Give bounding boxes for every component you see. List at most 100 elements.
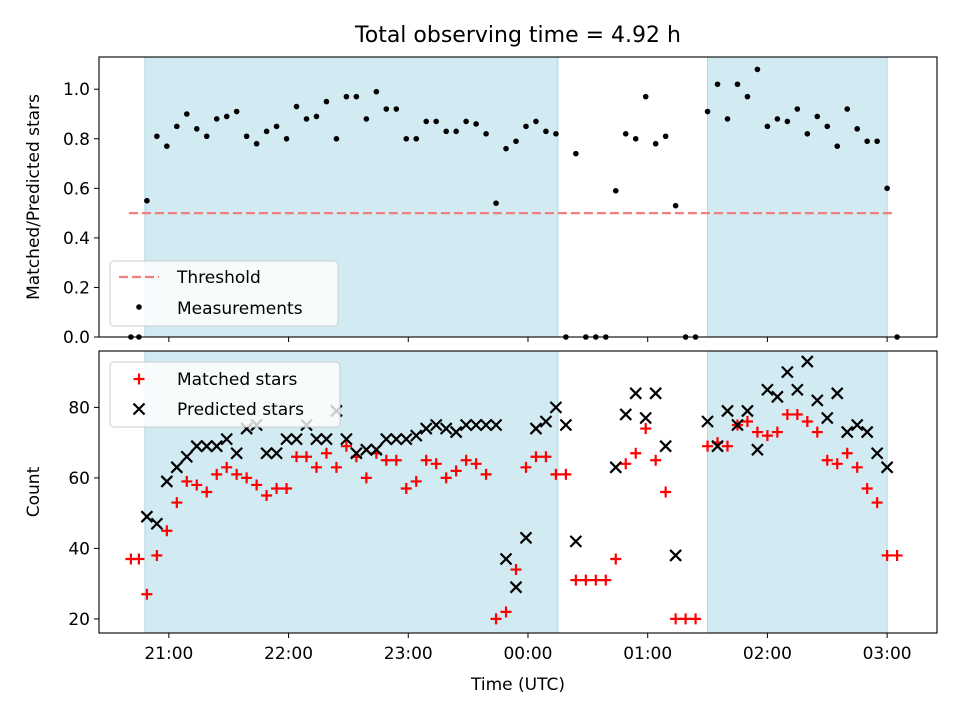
predicted-star-point bbox=[280, 432, 293, 446]
matched-star-point bbox=[881, 549, 893, 561]
matched-star-point bbox=[191, 479, 203, 491]
predicted-star-point bbox=[609, 461, 623, 474]
measurement-point bbox=[353, 93, 360, 100]
measurement-point bbox=[612, 188, 619, 194]
measurement-point bbox=[844, 106, 851, 112]
predicted-star-point bbox=[751, 443, 764, 456]
measurement-point bbox=[884, 185, 890, 192]
matched-star-point bbox=[251, 479, 263, 491]
predicted-star-point bbox=[529, 422, 543, 435]
legend-predicted-swatch bbox=[132, 402, 146, 416]
predicted-star-point bbox=[220, 432, 233, 446]
legend-matched-label: Matched stars bbox=[177, 370, 297, 390]
matched-star-point bbox=[570, 574, 582, 586]
matched-star-point bbox=[690, 613, 702, 625]
matched-star-point bbox=[702, 440, 714, 452]
predicted-star-point bbox=[459, 418, 473, 432]
predicted-star-point bbox=[811, 394, 824, 407]
measurement-point bbox=[704, 108, 711, 115]
legend-top: Threshold Measurements bbox=[109, 260, 339, 327]
measurement-point bbox=[864, 138, 870, 145]
measurement-point bbox=[333, 135, 340, 142]
predicted-star-point bbox=[840, 425, 854, 439]
matched-star-point bbox=[390, 454, 402, 466]
matched-star-point bbox=[330, 461, 342, 473]
predicted-star-point bbox=[539, 415, 553, 428]
measurement-point bbox=[553, 131, 559, 137]
shaded-interval bbox=[707, 350, 888, 634]
measurement-point bbox=[533, 118, 539, 125]
predicted-star-point bbox=[429, 418, 443, 432]
matched-star-point bbox=[470, 458, 482, 470]
predicted-star-point bbox=[870, 446, 884, 460]
legend-bottom: Matched stars Predicted stars bbox=[109, 361, 341, 428]
matched-star-point bbox=[590, 574, 602, 586]
predicted-star-point bbox=[320, 432, 333, 446]
measurement-point bbox=[483, 131, 489, 137]
matched-star-point bbox=[460, 454, 472, 466]
predicted-star-point bbox=[290, 432, 303, 446]
matched-star-point bbox=[550, 468, 562, 480]
predicted-star-point bbox=[569, 535, 583, 548]
matched-star-point bbox=[871, 497, 883, 509]
measurement-point bbox=[714, 81, 721, 88]
matched-star-point bbox=[640, 423, 652, 435]
matched-star-point bbox=[851, 461, 863, 473]
matched-star-point bbox=[660, 486, 672, 498]
predicted-star-point bbox=[701, 415, 714, 428]
measurement-point bbox=[734, 81, 741, 88]
matched-star-point bbox=[400, 482, 412, 494]
matched-star-point bbox=[241, 472, 253, 484]
x-tick-label: 02:00 bbox=[743, 644, 792, 664]
x-tick-label: 03:00 bbox=[863, 644, 912, 664]
predicted-star-point bbox=[360, 443, 373, 456]
matched-star-point bbox=[440, 472, 452, 484]
measurement-point bbox=[293, 103, 300, 110]
legend-box bbox=[109, 260, 339, 327]
predicted-star-point bbox=[639, 411, 652, 425]
measurement-point bbox=[154, 133, 160, 140]
predicted-star-point bbox=[619, 408, 633, 421]
matched-star-point bbox=[301, 451, 313, 463]
count-panel: 20 40 60 80 Count 21:00 22:00 23:00 00:00 01:00 02… bbox=[24, 350, 938, 695]
matched-star-point bbox=[480, 468, 492, 480]
measurement-point bbox=[363, 116, 370, 122]
predicted-star-point bbox=[711, 439, 724, 453]
measurement-point bbox=[513, 138, 519, 145]
predicted-star-point bbox=[830, 387, 844, 400]
measurement-point bbox=[453, 128, 459, 135]
predicted-star-point bbox=[659, 439, 672, 453]
legend-measurement-swatch bbox=[136, 304, 142, 310]
matched-star-point bbox=[500, 606, 512, 618]
predicted-star-point bbox=[350, 446, 363, 460]
measurement-point bbox=[744, 93, 751, 100]
matched-star-point bbox=[560, 468, 572, 480]
matched-star-point bbox=[181, 475, 193, 487]
measurement-point bbox=[233, 108, 240, 115]
legend-threshold-label: Threshold bbox=[176, 268, 261, 288]
predicted-star-point bbox=[200, 439, 214, 453]
matched-star-point bbox=[261, 490, 273, 502]
predicted-star-point bbox=[860, 425, 874, 439]
matched-star-point bbox=[722, 440, 733, 452]
predicted-star-point bbox=[310, 432, 323, 446]
measurement-point bbox=[764, 123, 771, 130]
matched-star-point bbox=[281, 482, 293, 494]
predicted-star-point bbox=[190, 439, 204, 453]
measurement-point bbox=[144, 197, 150, 204]
legend-measurement-label: Measurements bbox=[177, 299, 303, 319]
predicted-star-point bbox=[419, 422, 433, 435]
measurement-point bbox=[303, 116, 310, 122]
predicted-star-point bbox=[791, 383, 804, 397]
predicted-star-point bbox=[439, 422, 453, 435]
measurement-point bbox=[253, 140, 260, 147]
x-tick-label: 21:00 bbox=[144, 644, 193, 664]
predicted-star-point bbox=[489, 418, 503, 432]
measurement-point bbox=[413, 135, 420, 142]
predicted-star-point bbox=[499, 552, 513, 566]
shaded-interval bbox=[707, 56, 888, 338]
y-tick-label: 20 bbox=[68, 610, 90, 630]
measurement-point bbox=[323, 98, 330, 105]
matched-star-point bbox=[650, 454, 662, 466]
matched-star-point bbox=[600, 574, 612, 586]
